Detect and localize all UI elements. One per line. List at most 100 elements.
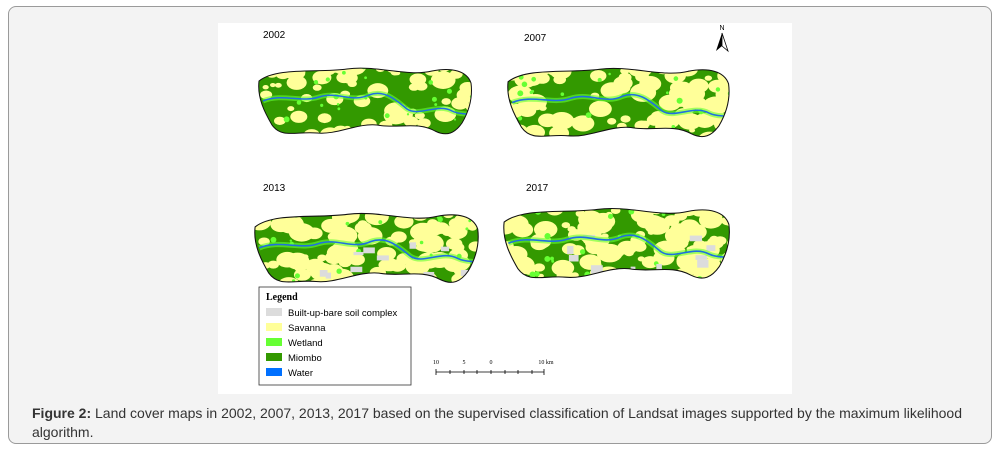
legend-item: Built-up-bare soil complex [288,308,398,319]
wetland [446,88,452,94]
savanna [405,257,430,276]
map-outline [507,67,730,138]
built-up [706,245,716,252]
savanna [274,82,282,88]
wetland [364,76,367,80]
savanna [589,100,612,118]
savanna [561,222,571,229]
savanna [419,225,435,237]
wetland [585,112,592,119]
legend: Legend Built-up-bare soil complex Savann… [258,286,412,386]
wetland [521,81,528,88]
savanna [596,243,623,263]
wetland [431,96,437,102]
wetland [342,70,346,75]
wetland [465,227,469,231]
built-up [568,255,579,262]
built-up [376,255,389,261]
figure-image: 2002 2007 2013 2017 N Legend Built-up-ba… [218,23,792,394]
wetland [518,116,523,121]
wetland [607,213,614,219]
wetland [531,76,537,82]
savanna [357,220,368,228]
wetland [544,255,551,262]
savanna [317,254,327,262]
savanna [627,68,653,78]
wetland [671,124,676,129]
savanna [534,73,550,84]
savanna [288,223,315,242]
savanna [721,90,730,103]
savanna [317,113,332,124]
savanna [441,98,451,105]
wetland [673,76,679,81]
land-cover-map [258,67,472,135]
built-up [567,245,574,254]
savanna [416,118,431,129]
savanna [679,219,700,234]
savanna [673,119,680,124]
legend-item: Miombo [288,353,322,364]
wetland [715,87,721,92]
savanna [465,94,472,104]
built-up [695,255,707,260]
legend-title: Legend [266,292,298,303]
savanna [590,70,607,82]
wetland [437,216,443,223]
built-up [350,266,363,273]
built-up [590,265,603,274]
river [258,239,479,264]
wetland [337,107,341,111]
savanna [607,118,617,125]
figure-frame: 2002 2007 2013 2017 N Legend Built-up-ba… [8,6,992,444]
wetland [406,113,410,116]
savanna [704,75,713,81]
scale-label: 10 km [538,360,554,366]
savanna [644,216,670,235]
wetland [270,236,277,243]
wetland [384,113,390,119]
wetland [345,221,350,226]
savanna [570,117,582,126]
wetland [517,90,524,97]
built-up [440,246,450,252]
north-label: N [719,25,724,32]
savanna [341,68,367,76]
savanna [551,259,575,277]
savanna [445,237,463,250]
wetland [434,103,438,107]
built-up [409,242,416,249]
wetland [544,233,551,240]
built-up [325,272,331,279]
savanna [379,257,399,272]
scale-label: 0 [490,360,493,366]
north-arrow [721,32,729,53]
savanna [347,80,357,88]
panel-year: 2013 [263,183,286,194]
savanna [427,219,438,227]
savanna [698,211,723,229]
savanna [283,225,291,231]
savanna [287,106,295,112]
built-up [353,251,364,256]
savanna [269,83,276,88]
built-up [363,247,375,254]
caption: Figure 2: Land cover maps in 2002, 2007,… [32,404,982,442]
savanna [655,254,664,261]
savanna [284,215,300,227]
savanna [676,253,696,268]
savanna [679,118,687,124]
map-outline [503,208,730,279]
wetland [283,116,290,123]
wetland [579,249,586,255]
savanna [423,240,432,247]
wetland [296,100,302,105]
built-up [656,264,662,272]
caption-label: Figure 2: [32,405,92,421]
savanna [613,81,631,94]
savanna [632,241,647,252]
wetland [336,103,340,106]
map-outline [254,212,479,283]
savanna [640,120,650,128]
savanna [618,72,632,83]
